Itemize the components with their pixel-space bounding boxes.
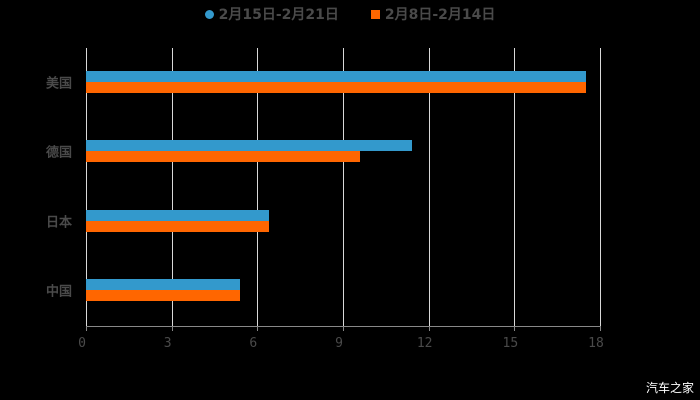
bar-series1[interactable] — [86, 70, 586, 82]
legend-item-series1[interactable]: 2月15日-2月21日 — [204, 4, 339, 24]
x-tick — [257, 326, 259, 331]
bar-series1[interactable] — [86, 209, 269, 221]
series2-marker-icon — [370, 9, 380, 19]
y-category-label: 德国 — [46, 145, 73, 161]
series1-marker-icon — [204, 9, 214, 19]
x-tick-label: 0 — [78, 336, 86, 351]
gridline — [600, 48, 601, 326]
x-tick — [514, 326, 516, 331]
x-tick — [171, 326, 173, 331]
y-category-label: 日本 — [46, 215, 73, 231]
x-tick-label: 15 — [502, 336, 519, 351]
bar-series2[interactable] — [86, 220, 269, 232]
x-tick-label: 18 — [588, 336, 604, 351]
y-category-label: 美国 — [46, 76, 73, 92]
legend-label-series1: 2月15日-2月21日 — [218, 7, 339, 23]
chart-legend: 2月15日-2月21日 2月8日-2月14日 — [0, 4, 700, 24]
gridline — [257, 48, 259, 326]
gridline — [171, 48, 173, 326]
x-tick-label: 3 — [163, 336, 172, 351]
x-tick — [86, 326, 87, 331]
bar-series2[interactable] — [86, 151, 361, 163]
legend-item-series2[interactable]: 2月8日-2月14日 — [370, 4, 496, 24]
x-tick — [428, 326, 430, 331]
bar-series2[interactable] — [86, 290, 241, 302]
x-tick-label: 6 — [249, 336, 258, 351]
x-tick — [600, 326, 601, 331]
bar-series2[interactable] — [86, 81, 586, 93]
gridline — [343, 48, 344, 326]
y-category-label: 中国 — [46, 284, 73, 300]
bar-series1[interactable] — [86, 140, 412, 152]
x-axis — [86, 326, 600, 327]
x-tick — [343, 326, 344, 331]
gridline — [428, 48, 430, 326]
watermark: 汽车之家 — [645, 381, 694, 395]
gridline — [514, 48, 516, 326]
x-tick-label: 9 — [335, 336, 343, 351]
legend-label-series2: 2月8日-2月14日 — [384, 7, 496, 23]
bar-series1[interactable] — [86, 279, 241, 291]
gridline — [86, 48, 87, 326]
x-tick-label: 12 — [416, 336, 433, 351]
